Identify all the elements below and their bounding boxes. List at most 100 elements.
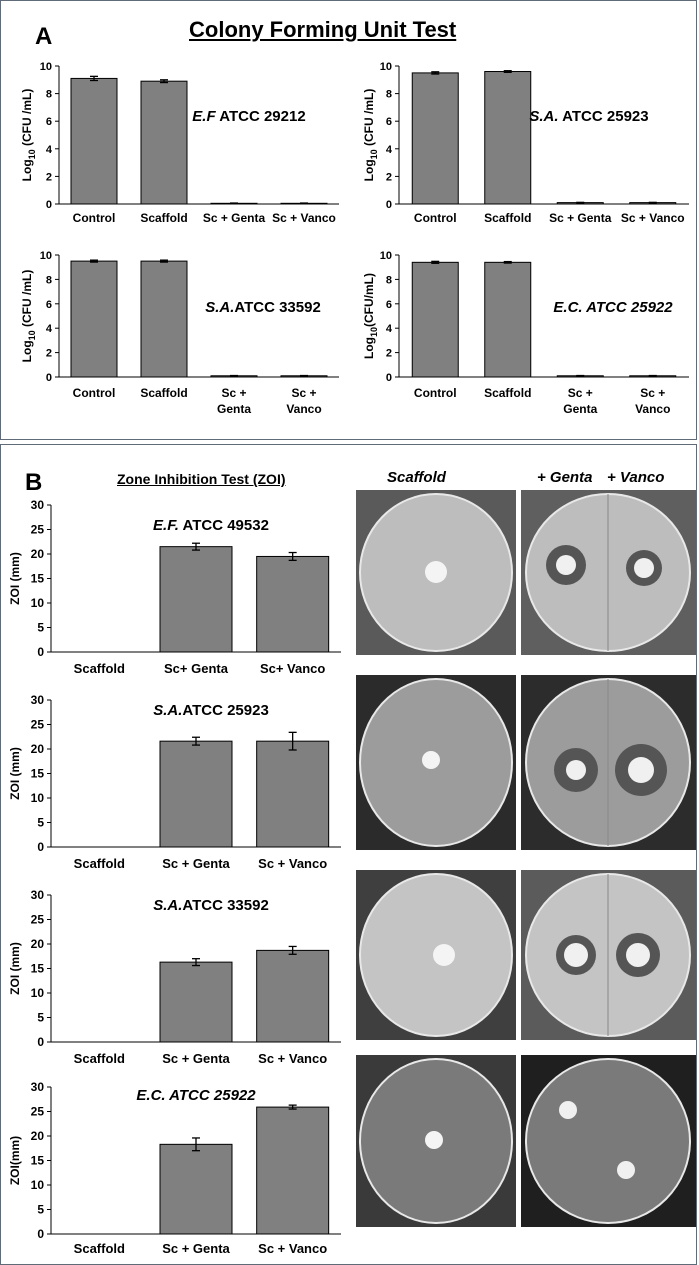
y-label-part: Log bbox=[362, 337, 376, 359]
y-tick-label: 10 bbox=[31, 596, 45, 610]
panel-title: Zone Inhibition Test (ZOI) bbox=[117, 471, 286, 487]
x-tick-label: Sc + bbox=[291, 386, 316, 400]
y-tick-label: 2 bbox=[386, 348, 392, 360]
y-tick-label: 10 bbox=[40, 250, 52, 262]
y-tick-label: 0 bbox=[46, 199, 52, 211]
bar-sc-genta bbox=[159, 740, 233, 848]
x-tick-label: Scaffold bbox=[140, 211, 187, 225]
scaffold-disc bbox=[566, 760, 586, 780]
y-tick-label: 15 bbox=[31, 962, 45, 976]
y-tick-label: 6 bbox=[386, 299, 392, 311]
scaffold-disc bbox=[556, 555, 576, 575]
y-tick-label: 10 bbox=[380, 250, 392, 262]
y-label-subscript: 10 bbox=[27, 149, 37, 159]
y-label-subscript: 10 bbox=[27, 330, 37, 340]
chart-title-italic: E.F. bbox=[153, 517, 179, 534]
chart-title: S.A.ATCC 25923 bbox=[153, 702, 269, 719]
x-tick-label: Sc + Genta bbox=[549, 211, 612, 225]
chart-title-italic: S.A. bbox=[153, 897, 182, 914]
y-label-subscript: 10 bbox=[369, 149, 379, 159]
chart-zoi-ec: 0 5 10 15 20 25 30 ZOI(mm) Scaffold Sc + Genta Sc … bbox=[8, 1080, 341, 1256]
chart-title-italic: E.F bbox=[192, 108, 216, 125]
chart-title-italic: S.A. bbox=[153, 702, 182, 719]
y-tick-label: 6 bbox=[386, 116, 392, 128]
x-tick-label: Control bbox=[414, 386, 457, 400]
y-tick-label: 30 bbox=[31, 693, 45, 707]
y-tick-label: 0 bbox=[46, 372, 52, 384]
y-tick-label: 20 bbox=[31, 937, 45, 951]
chart-title-rest: ATCC 29212 bbox=[216, 108, 306, 125]
chart-title: E.F ATCC 29212 bbox=[192, 108, 305, 125]
photo-row-3 bbox=[356, 870, 696, 1040]
chart-zoi-sa-33592: 0 5 10 15 20 25 30 ZOI (mm) Scaffold Sc + Genta Sc… bbox=[8, 888, 341, 1066]
y-tick-label: 10 bbox=[31, 1178, 45, 1192]
chart-title-rest: ATCC 25923 bbox=[182, 702, 268, 719]
y-tick-label: 4 bbox=[386, 323, 393, 335]
bar-sc-vanco bbox=[256, 740, 330, 848]
petri-dish-photos bbox=[356, 490, 696, 1227]
y-tick-label: 6 bbox=[46, 299, 52, 311]
chart-title: E.C. ATCC 25922 bbox=[553, 299, 673, 316]
x-tick-label: Sc + Vanco bbox=[258, 1241, 327, 1256]
x-tick-label: Sc + Genta bbox=[203, 211, 266, 225]
scaffold-disc bbox=[425, 561, 447, 583]
bar-scaffold bbox=[484, 71, 532, 205]
y-label-part: Log bbox=[20, 159, 34, 181]
y-tick-label: 15 bbox=[31, 767, 45, 781]
y-axis-label: Log10 (CFU /mL) bbox=[362, 89, 379, 182]
bar-control bbox=[70, 77, 118, 205]
chart-title-italic: E.C. ATCC 25922 bbox=[136, 1087, 256, 1104]
bar-sc-genta bbox=[159, 546, 233, 653]
y-tick-label: 2 bbox=[46, 171, 52, 183]
x-tick-label: Scaffold bbox=[74, 1051, 125, 1066]
y-tick-label: 0 bbox=[37, 1227, 44, 1241]
y-tick-label: 8 bbox=[386, 89, 392, 101]
x-tick-label: Sc + bbox=[640, 386, 665, 400]
chart-title-italic: S.A. bbox=[205, 299, 234, 316]
y-label-part: (CFU /mL) bbox=[20, 89, 34, 150]
scaffold-disc bbox=[422, 751, 440, 769]
y-tick-label: 25 bbox=[31, 718, 45, 732]
y-tick-label: 0 bbox=[386, 199, 392, 211]
y-axis-label: Log10(CFU/mL) bbox=[362, 273, 379, 359]
x-tick-label: Scaffold bbox=[74, 661, 125, 676]
y-label-part: (CFU/mL) bbox=[362, 273, 376, 327]
y-tick-label: 5 bbox=[37, 1203, 44, 1217]
y-tick-label: 15 bbox=[31, 1154, 45, 1168]
y-tick-label: 5 bbox=[37, 816, 44, 830]
y-tick-label: 6 bbox=[46, 116, 52, 128]
scaffold-disc bbox=[628, 757, 654, 783]
y-tick-label: 0 bbox=[37, 1035, 44, 1049]
y-tick-label: 15 bbox=[31, 572, 45, 586]
y-axis-label: ZOI (mm) bbox=[8, 747, 22, 800]
y-tick-label: 25 bbox=[31, 913, 45, 927]
y-axis-label: Log10 (CFU /mL) bbox=[20, 89, 37, 182]
x-tick-label: Sc + Vanco bbox=[258, 856, 327, 871]
x-tick-label: Vanco bbox=[635, 402, 670, 416]
y-tick-label: 30 bbox=[31, 498, 45, 512]
x-tick-label: Sc + Vanco bbox=[258, 1051, 327, 1066]
x-tick-label: Sc + bbox=[221, 386, 246, 400]
chart-zoi-sa-25923: 0 5 10 15 20 25 30 ZOI (mm) Scaffold Sc + Genta Sc… bbox=[8, 693, 341, 871]
y-tick-label: 10 bbox=[31, 791, 45, 805]
bar-sc-vanco bbox=[256, 555, 330, 653]
chart-title-rest: ATCC 33592 bbox=[234, 299, 320, 316]
scaffold-disc bbox=[626, 943, 650, 967]
x-tick-label: Scaffold bbox=[484, 386, 531, 400]
y-tick-label: 10 bbox=[380, 61, 392, 73]
y-tick-label: 2 bbox=[46, 348, 52, 360]
scaffold-disc bbox=[559, 1101, 577, 1119]
chart-title: E.C. ATCC 25922 bbox=[136, 1087, 256, 1104]
x-tick-label: Sc + Vanco bbox=[621, 211, 685, 225]
y-tick-label: 8 bbox=[46, 89, 52, 101]
scaffold-disc bbox=[425, 1131, 443, 1149]
bar-control bbox=[70, 260, 118, 378]
y-axis-label: ZOI (mm) bbox=[8, 552, 22, 605]
x-tick-label: Sc+ Genta bbox=[164, 661, 229, 676]
y-label-subscript: 10 bbox=[369, 327, 379, 337]
bar-scaffold bbox=[140, 260, 188, 378]
chart-title: S.A.ATCC 33592 bbox=[153, 897, 269, 914]
